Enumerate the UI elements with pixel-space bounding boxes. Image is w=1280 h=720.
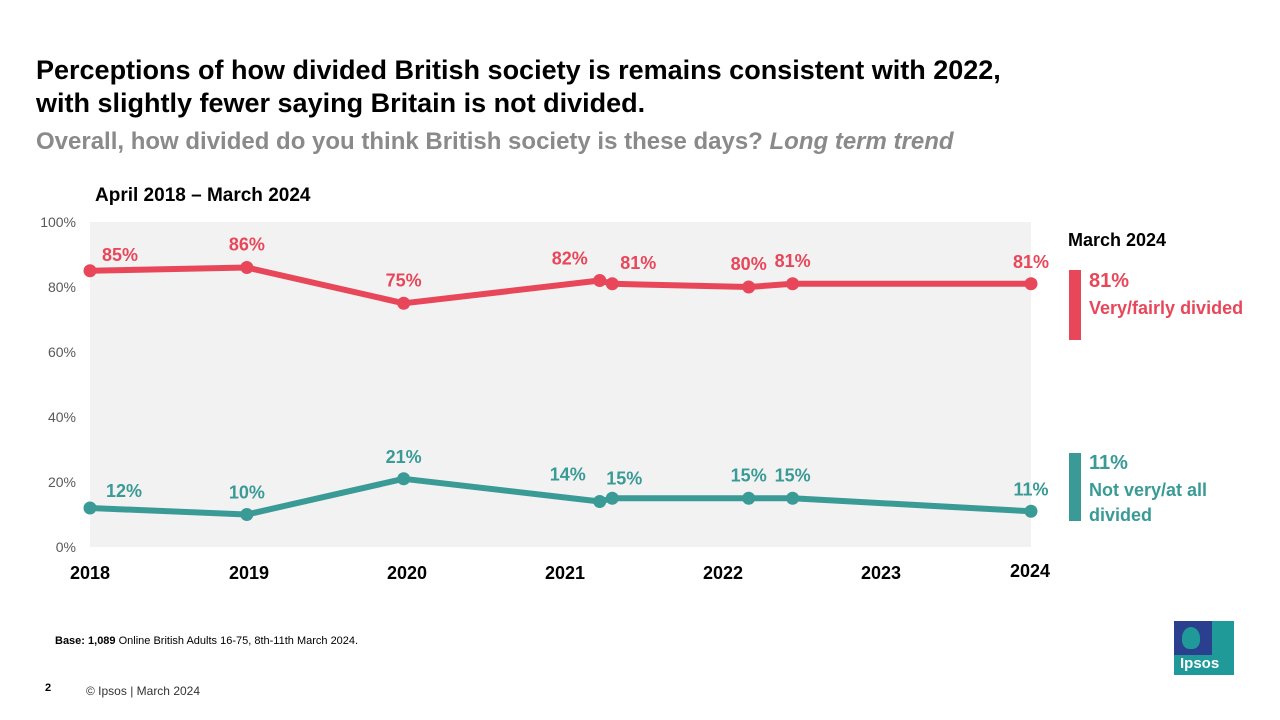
y-tick-label: 100% <box>40 214 76 230</box>
base-description: Online British Adults 16-75, 8th-11th Ma… <box>115 635 359 647</box>
x-tick-label: 2018 <box>70 563 110 583</box>
title-line-2: with slightly fewer saying Britain is no… <box>36 88 646 118</box>
data-point <box>1024 277 1038 291</box>
legend-swatch-divided <box>1069 270 1081 340</box>
data-label: 86% <box>229 235 265 255</box>
data-point <box>742 280 756 294</box>
data-point <box>240 261 254 274</box>
data-label: 81% <box>775 251 811 271</box>
data-point <box>605 277 619 291</box>
y-axis-ticks: 0% 20% 40% 60% 80% 100% <box>40 214 76 555</box>
page-number: 2 <box>45 682 52 694</box>
legend-label-not-divided: Not very/at all divided <box>1089 480 1208 525</box>
data-point <box>786 491 800 505</box>
title-line-1: Perceptions of how divided British socie… <box>36 55 1001 85</box>
data-point <box>83 264 97 278</box>
chart-question: Overall, how divided do you think Britis… <box>36 128 954 156</box>
x-tick-label: 2024 <box>1010 561 1050 581</box>
y-tick-label: 0% <box>56 539 76 555</box>
y-tick-label: 20% <box>48 474 76 490</box>
legend-heading: March 2024 <box>1068 230 1167 250</box>
data-label: 15% <box>775 465 811 485</box>
data-point <box>83 501 97 515</box>
y-tick-label: 80% <box>48 279 76 295</box>
plot-background <box>90 222 1031 547</box>
logo-text: Ipsos <box>1180 655 1220 672</box>
data-point <box>1024 504 1038 518</box>
data-point <box>742 491 756 505</box>
copyright: © Ipsos | March 2024 <box>86 684 201 698</box>
legend-value-divided: 81% <box>1089 270 1130 292</box>
x-axis-ticks: 2018 2019 2020 2021 2022 2023 2024 <box>70 561 1050 583</box>
ipsos-logo: Ipsos <box>1174 621 1234 675</box>
data-point <box>593 274 607 287</box>
x-tick-label: 2020 <box>387 563 427 583</box>
y-tick-label: 40% <box>48 409 76 425</box>
data-label: 15% <box>731 465 767 485</box>
data-point <box>786 277 800 291</box>
data-label: 75% <box>386 270 422 290</box>
slide-title: Perceptions of how divided British socie… <box>36 54 1236 120</box>
data-point <box>240 508 254 521</box>
series-layer: 85% 86% 75% 82% 81% 80% 81% 81% 12% 10% 21% 14% 15% 1… <box>83 235 1049 521</box>
data-label: 12% <box>106 481 142 501</box>
data-point <box>397 472 411 486</box>
data-label: 81% <box>620 253 656 273</box>
base-note: Base: 1,089 Online British Adults 16-75,… <box>55 635 358 647</box>
data-label: 11% <box>1013 479 1048 499</box>
logo-head-icon <box>1182 627 1200 649</box>
x-tick-label: 2019 <box>229 563 269 583</box>
data-label: 82% <box>552 249 588 269</box>
legend-label-divided: Very/fairly divided <box>1089 298 1244 318</box>
data-label: 10% <box>229 483 265 503</box>
data-label: 14% <box>550 465 586 485</box>
question-text: Overall, how divided do you think Britis… <box>36 128 770 155</box>
x-tick-label: 2021 <box>545 563 585 583</box>
data-label: 15% <box>606 468 642 488</box>
base-count: Base: 1,089 <box>55 635 116 647</box>
date-range: April 2018 – March 2024 <box>95 185 311 206</box>
data-point <box>605 491 619 505</box>
y-tick-label: 60% <box>48 344 76 360</box>
data-point <box>397 296 411 310</box>
legend-value-not-divided: 11% <box>1089 452 1128 474</box>
x-tick-label: 2022 <box>703 563 743 583</box>
data-label: 81% <box>1013 252 1049 272</box>
x-tick-label: 2023 <box>861 563 901 583</box>
data-point <box>593 495 607 508</box>
legend-swatch-not-divided <box>1069 453 1081 521</box>
question-emphasis: Long term trend <box>769 128 954 155</box>
data-label: 85% <box>102 245 138 265</box>
data-label: 21% <box>386 447 422 467</box>
data-label: 80% <box>731 254 767 274</box>
